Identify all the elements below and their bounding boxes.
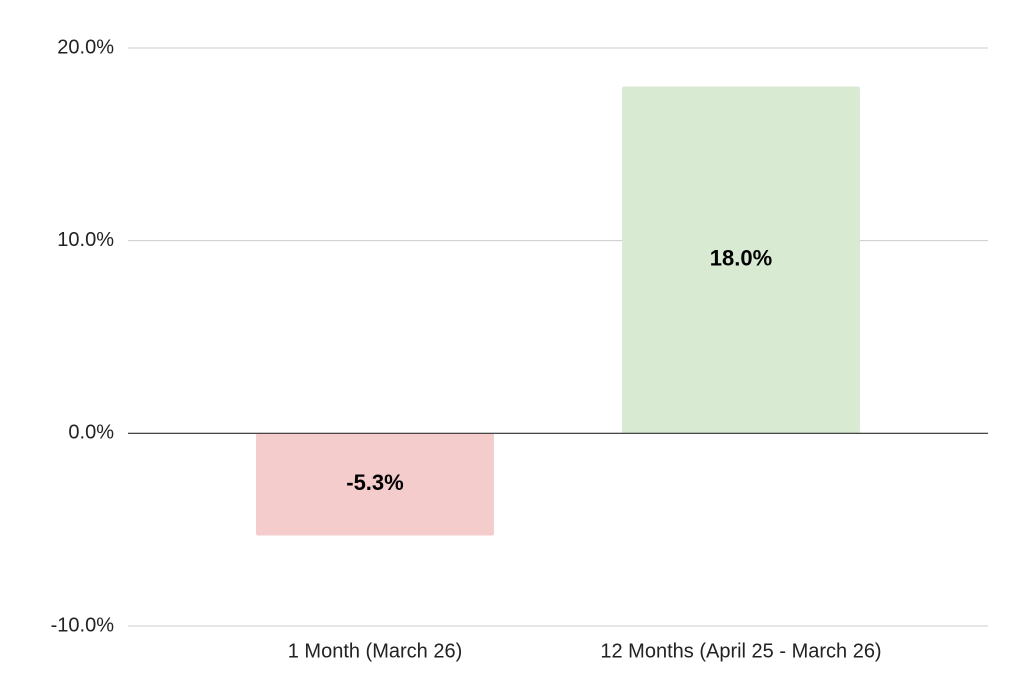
x-tick-label: 12 Months (April 25 - March 26) (600, 640, 881, 662)
y-tick-label: -10.0% (51, 614, 115, 636)
bar (622, 86, 860, 434)
value-label: -5.3% (346, 470, 403, 495)
value-label: 18.0% (710, 246, 772, 271)
y-tick-label: 10.0% (57, 229, 114, 251)
y-tick-label: 20.0% (57, 36, 114, 58)
y-tick-label: 0.0% (68, 422, 114, 444)
x-tick-label: 1 Month (March 26) (288, 640, 463, 662)
bar (256, 433, 494, 536)
